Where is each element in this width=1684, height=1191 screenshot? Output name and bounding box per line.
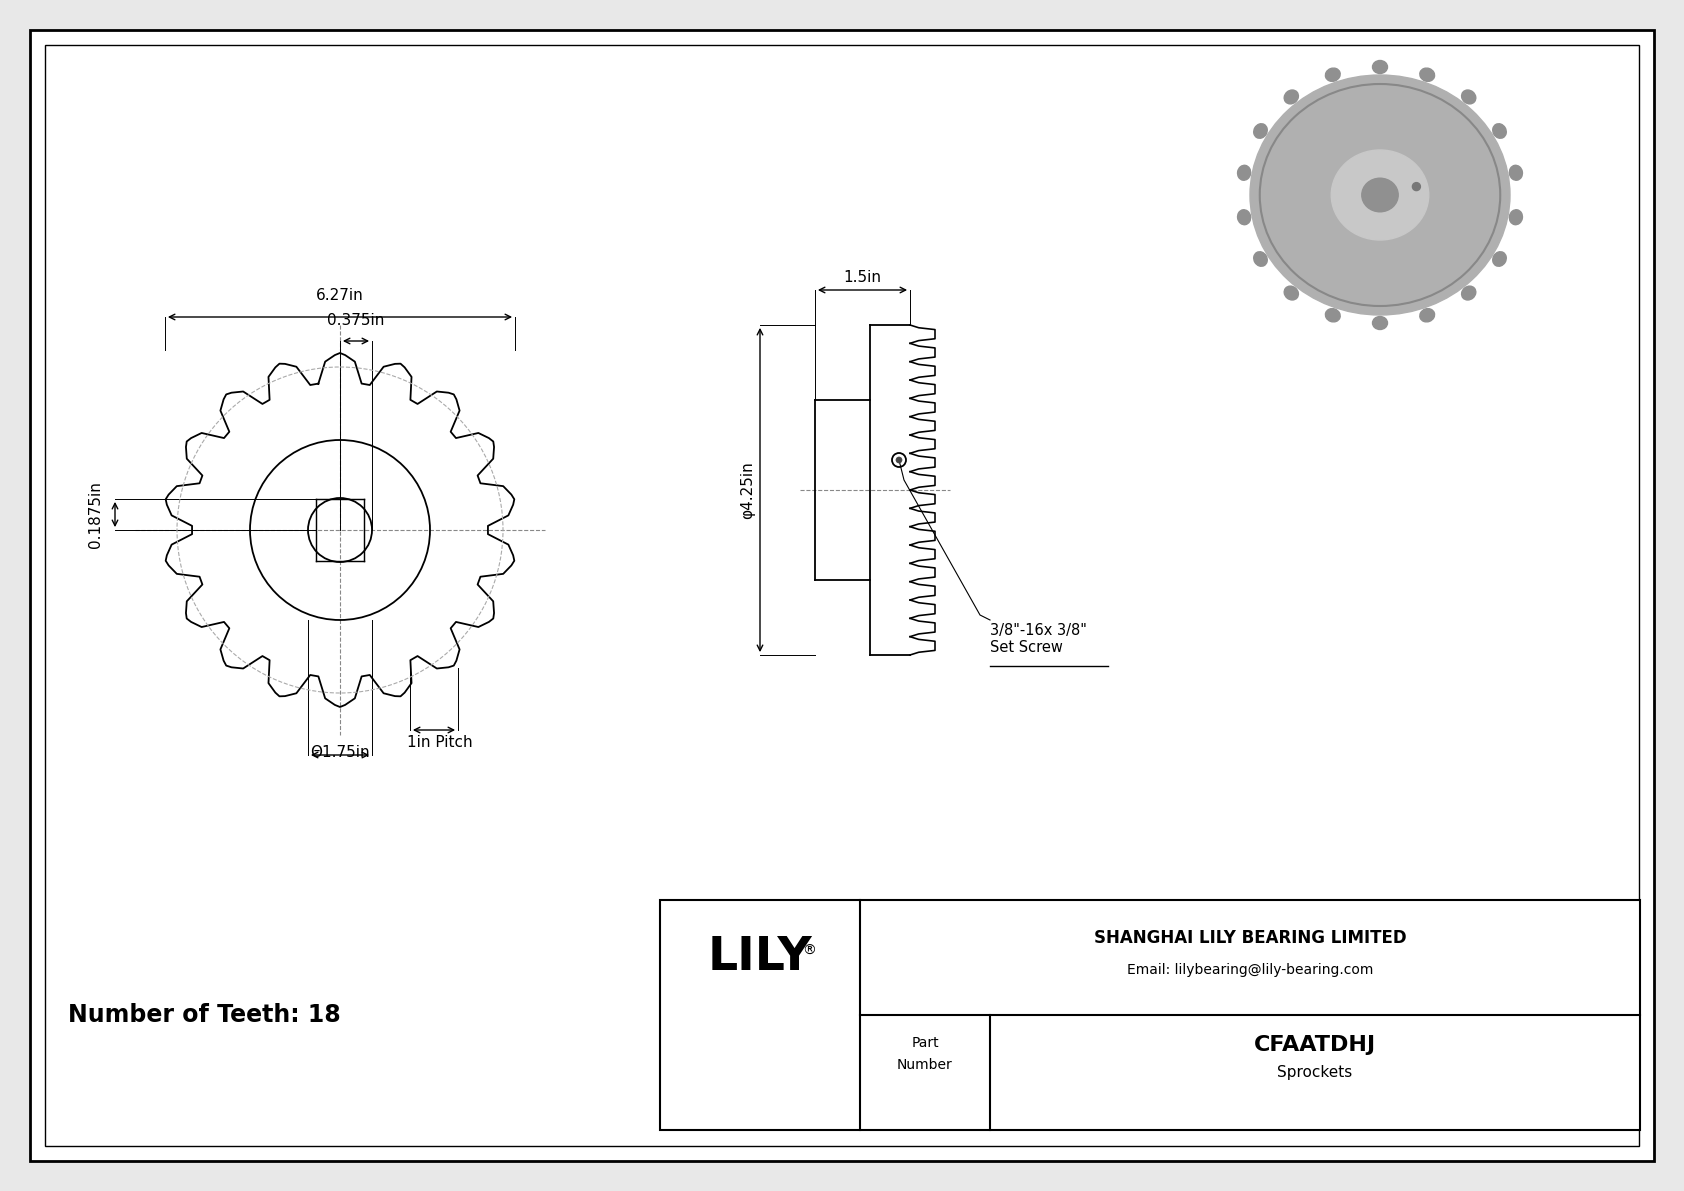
Ellipse shape	[1462, 91, 1475, 104]
Ellipse shape	[1362, 179, 1398, 212]
Text: 1.5in: 1.5in	[844, 270, 881, 285]
Ellipse shape	[1238, 210, 1251, 225]
Ellipse shape	[1325, 68, 1340, 81]
Ellipse shape	[1372, 61, 1388, 74]
Ellipse shape	[1325, 308, 1340, 322]
Text: 0.375in: 0.375in	[327, 313, 384, 328]
Text: Number of Teeth: 18: Number of Teeth: 18	[67, 1003, 340, 1027]
Text: LILY: LILY	[707, 935, 812, 980]
Text: 0.1875in: 0.1875in	[88, 481, 103, 548]
Ellipse shape	[1509, 166, 1522, 180]
Text: CFAATDHJ: CFAATDHJ	[1255, 1035, 1376, 1055]
Text: Email: lilybearing@lily-bearing.com: Email: lilybearing@lily-bearing.com	[1127, 964, 1372, 977]
Text: 3/8"-16x 3/8"
Set Screw: 3/8"-16x 3/8" Set Screw	[990, 623, 1086, 655]
Text: φ4.25in: φ4.25in	[739, 461, 754, 519]
Ellipse shape	[1332, 150, 1428, 241]
Text: Part: Part	[911, 1036, 938, 1050]
Ellipse shape	[1250, 75, 1511, 314]
Ellipse shape	[1509, 210, 1522, 225]
Circle shape	[1413, 182, 1420, 191]
Text: Number: Number	[898, 1058, 953, 1072]
Ellipse shape	[1253, 251, 1268, 267]
Text: SHANGHAI LILY BEARING LIMITED: SHANGHAI LILY BEARING LIMITED	[1093, 929, 1406, 947]
Circle shape	[896, 457, 903, 463]
Ellipse shape	[1372, 317, 1388, 330]
Ellipse shape	[1253, 124, 1268, 138]
Bar	[660, 900, 1640, 1130]
Ellipse shape	[1492, 124, 1505, 138]
Ellipse shape	[1492, 251, 1505, 267]
Text: 1in Pitch: 1in Pitch	[408, 735, 473, 750]
Ellipse shape	[1462, 286, 1475, 300]
Ellipse shape	[1420, 308, 1435, 322]
Ellipse shape	[1285, 91, 1298, 104]
Ellipse shape	[1238, 166, 1251, 180]
Ellipse shape	[1285, 286, 1298, 300]
Text: ®: ®	[802, 943, 815, 958]
Text: 6.27in: 6.27in	[317, 288, 364, 303]
Ellipse shape	[1420, 68, 1435, 81]
Text: Θ1.75in: Θ1.75in	[310, 746, 370, 760]
Text: Sprockets: Sprockets	[1278, 1066, 1352, 1080]
